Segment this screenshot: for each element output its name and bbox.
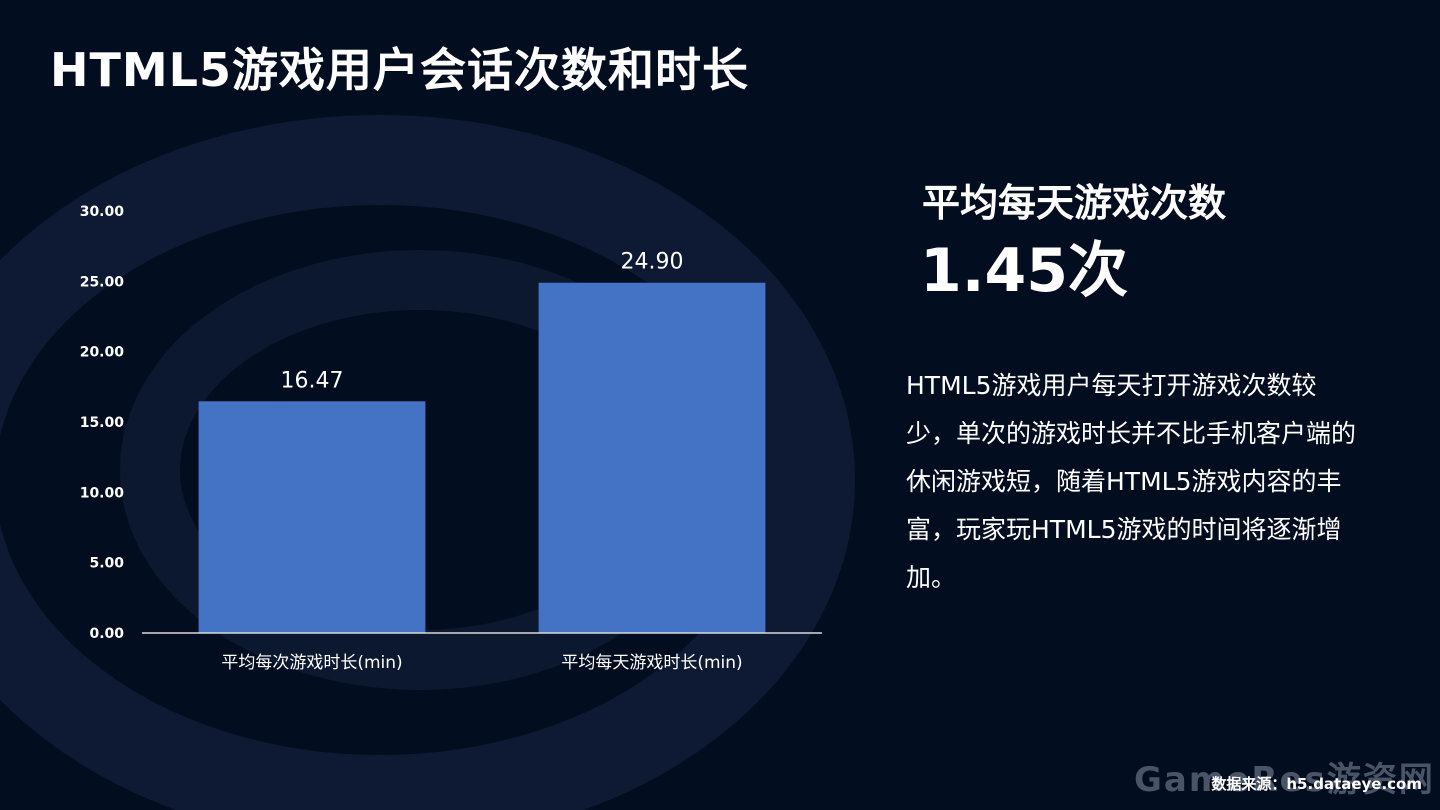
x-category-label: 平均每天游戏时长(min) <box>561 653 742 673</box>
data-source: 数据来源：h5.dataeye.com <box>1211 775 1422 793</box>
page-title: HTML5游戏用户会话次数和时长 <box>50 43 749 97</box>
x-axis-categories: 平均每次游戏时长(min) 平均每天游戏时长(min) <box>221 653 742 673</box>
y-axis-ticks: 0.00 5.00 10.00 15.00 20.00 25.00 30.00 <box>80 204 125 642</box>
kpi-label: 平均每天游戏次数 <box>922 181 1227 225</box>
y-tick-label: 15.00 <box>80 415 125 431</box>
bar-2 <box>538 282 766 633</box>
description-text: HTML5游戏用户每天打开游戏次数较少，单次的游戏时长并不比手机客户端的休闲游戏… <box>906 371 1357 592</box>
bar-1 <box>198 401 426 633</box>
data-label: 16.47 <box>281 368 344 393</box>
x-category-label: 平均每次游戏时长(min) <box>221 653 402 673</box>
y-tick-label: 5.00 <box>89 556 124 572</box>
kpi-value: 1.45次 <box>920 236 1129 306</box>
bars <box>198 282 766 633</box>
data-label: 24.90 <box>621 250 684 275</box>
y-tick-label: 25.00 <box>80 274 125 290</box>
data-labels: 16.47 24.90 <box>281 250 684 394</box>
y-tick-label: 10.00 <box>80 485 125 501</box>
y-tick-label: 30.00 <box>80 204 125 220</box>
bar-chart: 0.00 5.00 10.00 15.00 20.00 25.00 30.00 16.47 2… <box>80 204 822 673</box>
watermark-logo: GameRes游资网 <box>1134 760 1435 800</box>
y-tick-label: 0.00 <box>89 626 124 642</box>
y-tick-label: 20.00 <box>80 345 125 361</box>
